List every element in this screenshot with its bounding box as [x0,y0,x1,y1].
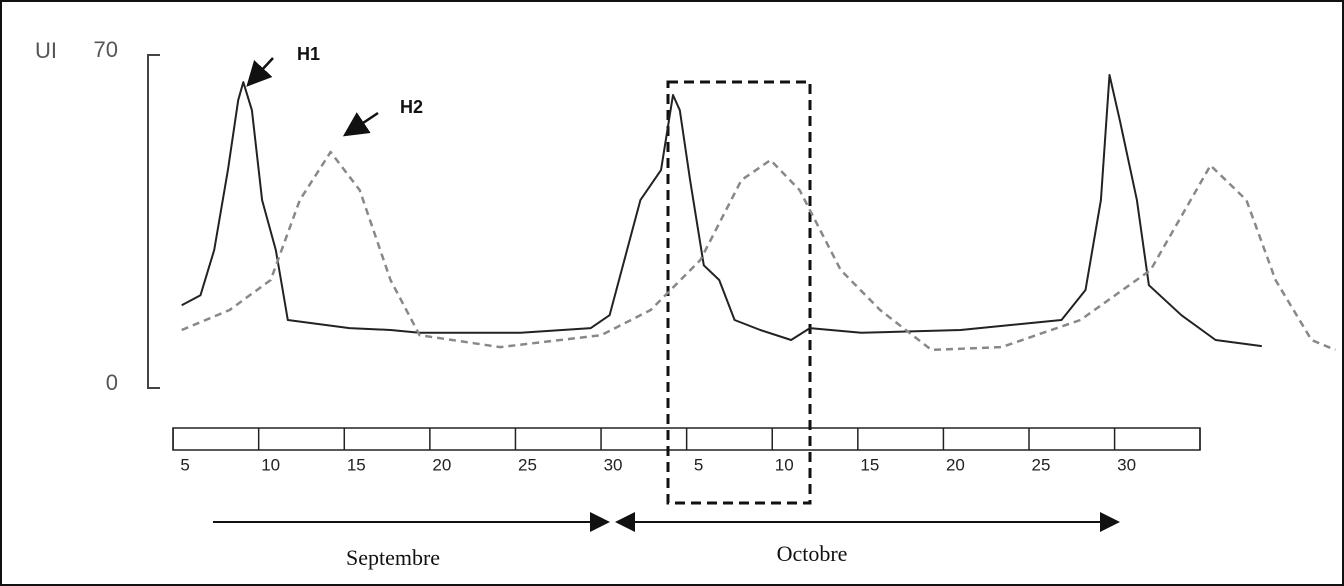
x-tick-label: 20 [432,455,451,474]
x-tick-label: 25 [1032,455,1051,474]
x-tick-label: 25 [518,455,537,474]
series-label: H1 [297,44,320,64]
x-tick-label: 5 [694,455,703,474]
x-tick-label: 15 [347,455,366,474]
series-label: H2 [400,97,423,117]
x-tick-label: 10 [775,455,794,474]
x-tick-label: 10 [261,455,280,474]
annotation-arrow [246,57,274,87]
y-tick-label: 70 [94,37,118,62]
month-label: Septembre [346,545,440,570]
annotation-arrow [342,111,379,137]
month-label: Octobre [777,541,848,566]
highlight-box [666,80,812,505]
series-line [181,150,1336,352]
y-axis-label: UI [35,38,57,63]
y-axis [147,54,160,389]
x-tick-label: 5 [180,455,189,474]
y-tick-label: 0 [106,370,118,395]
x-tick-label: 15 [860,455,879,474]
x-tick-label: 20 [946,455,965,474]
x-tick-label: 30 [604,455,623,474]
x-tick-label: 30 [1117,455,1136,474]
series-line [181,74,1262,348]
